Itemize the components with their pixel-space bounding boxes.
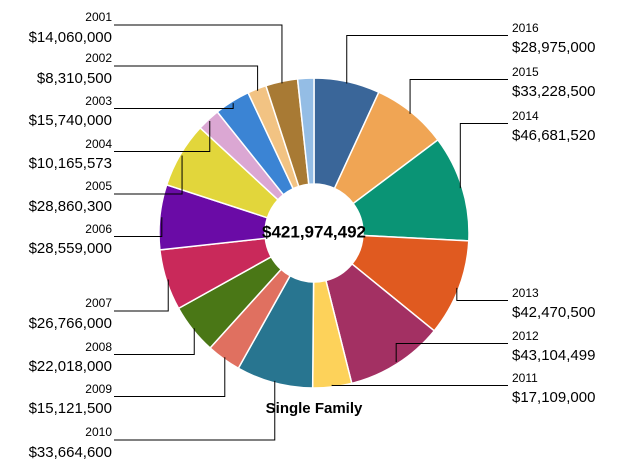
leader-line bbox=[459, 123, 508, 189]
leader-line bbox=[114, 155, 183, 195]
leader-line bbox=[409, 79, 508, 114]
leader-line bbox=[114, 120, 211, 152]
category-label: 2007 bbox=[85, 296, 112, 310]
leader-line bbox=[346, 35, 508, 84]
center-label: $421,974,492 bbox=[262, 222, 366, 241]
category-label: 2001 bbox=[85, 10, 112, 24]
labels: 2016 $28,975,000 2015 $33,228,500 2014 $46,68… bbox=[29, 10, 596, 461]
category-label: 2005 bbox=[85, 179, 112, 193]
value-label: $43,104,499 bbox=[512, 347, 595, 364]
category-label: 2012 bbox=[512, 329, 539, 343]
leader-line bbox=[114, 380, 276, 441]
category-label: 2008 bbox=[85, 340, 112, 354]
value-label: $28,860,300 bbox=[29, 198, 112, 215]
leader-line bbox=[395, 343, 508, 363]
value-label: $28,975,000 bbox=[512, 39, 595, 56]
category-label: 2011 bbox=[512, 371, 538, 385]
value-label: $10,165,573 bbox=[29, 155, 112, 172]
category-label: 2016 bbox=[512, 21, 539, 35]
leader-line bbox=[114, 328, 195, 355]
category-label: 2003 bbox=[85, 94, 112, 108]
category-label: 2014 bbox=[512, 109, 539, 123]
slice bbox=[296, 77, 315, 186]
slice bbox=[352, 138, 470, 242]
category-label: 2013 bbox=[512, 286, 539, 300]
slices bbox=[158, 77, 470, 389]
leader-line bbox=[456, 287, 508, 301]
value-label: $17,109,000 bbox=[512, 389, 595, 406]
leader-line bbox=[114, 65, 259, 91]
leader-line bbox=[114, 217, 163, 237]
value-label: $33,228,500 bbox=[512, 83, 595, 100]
category-label: 2015 bbox=[512, 65, 539, 79]
value-label: $42,470,500 bbox=[512, 304, 595, 321]
leader-line bbox=[331, 384, 508, 386]
value-label: $33,664,600 bbox=[29, 444, 112, 461]
leader-line bbox=[114, 24, 283, 84]
subtitle: Single Family bbox=[266, 400, 363, 417]
value-label: $28,559,000 bbox=[29, 240, 112, 257]
category-label: 2010 bbox=[85, 425, 112, 439]
value-label: $14,060,000 bbox=[29, 29, 112, 46]
value-label: $26,766,000 bbox=[29, 315, 112, 332]
value-label: $46,681,520 bbox=[512, 127, 595, 144]
leader-line bbox=[114, 103, 234, 109]
category-label: 2009 bbox=[85, 382, 112, 396]
category-label: 2002 bbox=[85, 51, 112, 65]
leader-line bbox=[114, 279, 169, 312]
value-label: $22,018,000 bbox=[29, 358, 112, 375]
value-label: $8,310,500 bbox=[37, 70, 112, 87]
leader-line bbox=[114, 357, 226, 397]
value-label: $15,121,500 bbox=[29, 400, 112, 417]
value-label: $15,740,000 bbox=[29, 112, 112, 129]
category-label: 2006 bbox=[85, 222, 112, 236]
category-label: 2004 bbox=[85, 137, 112, 151]
